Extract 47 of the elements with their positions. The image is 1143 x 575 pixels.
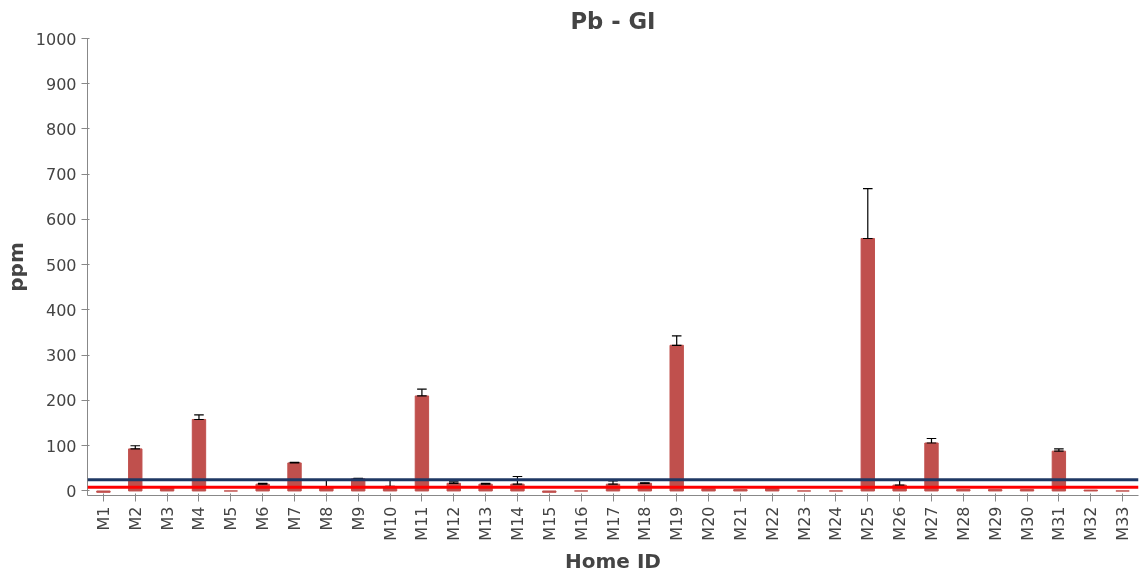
y-tick-label: 1000 — [35, 29, 77, 49]
x-tick-label: M31 — [1049, 506, 1069, 541]
x-tick-label: M4 — [189, 506, 209, 531]
x-tick-label: M23 — [794, 506, 814, 541]
y-axis-title: ppm — [3, 242, 28, 292]
x-tick-label: M32 — [1081, 506, 1101, 541]
x-tick-label: M33 — [1113, 506, 1133, 541]
y-tick-label: 400 — [45, 300, 77, 320]
x-tick-label: M10 — [380, 506, 400, 541]
x-tick-label: M9 — [348, 506, 368, 531]
x-tick-label: M27 — [921, 506, 941, 541]
x-tick-label: M12 — [444, 506, 464, 541]
x-tick-label: M7 — [285, 506, 305, 531]
y-tick-label: 0 — [66, 481, 77, 501]
x-tick-label: M16 — [571, 506, 591, 541]
x-tick-label: M26 — [890, 506, 910, 541]
x-tick-label: M3 — [157, 506, 177, 531]
chart-title: Pb - GI — [570, 7, 656, 34]
x-tick-label: M8 — [316, 506, 336, 531]
x-tick-label: M29 — [985, 506, 1005, 541]
y-tick-label: 500 — [45, 255, 77, 275]
x-tick-label: M15 — [539, 506, 559, 541]
y-tick-label: 300 — [45, 346, 77, 366]
y-tick-label: 900 — [45, 74, 77, 94]
y-tick-label: 600 — [45, 210, 77, 230]
x-tick-label: M1 — [93, 506, 113, 531]
x-tick-label: M5 — [221, 506, 241, 531]
x-tick-label: M22 — [762, 506, 782, 541]
x-tick-label: M21 — [730, 506, 750, 541]
x-tick-label: M18 — [635, 506, 655, 541]
y-tick-label: 800 — [45, 120, 77, 139]
x-tick-label: M6 — [253, 506, 273, 531]
x-tick-label: M20 — [699, 506, 719, 541]
x-tick-label: M24 — [826, 506, 846, 541]
x-tick-label: M30 — [1017, 506, 1037, 541]
x-tick-label: M2 — [125, 506, 145, 531]
x-tick-label: M13 — [476, 506, 496, 541]
x-tick-label: M17 — [603, 506, 623, 541]
y-tick-label: 700 — [45, 165, 77, 185]
x-tick-label: M25 — [858, 506, 878, 541]
y-tick-label: 200 — [45, 391, 77, 411]
x-tick-label: M14 — [507, 506, 527, 541]
x-tick-label: M28 — [953, 506, 973, 541]
y-tick-label: 100 — [45, 436, 77, 456]
x-tick-label: M19 — [667, 506, 687, 541]
x-axis-title: Home ID — [565, 548, 661, 573]
x-tick-label: M11 — [412, 506, 432, 541]
